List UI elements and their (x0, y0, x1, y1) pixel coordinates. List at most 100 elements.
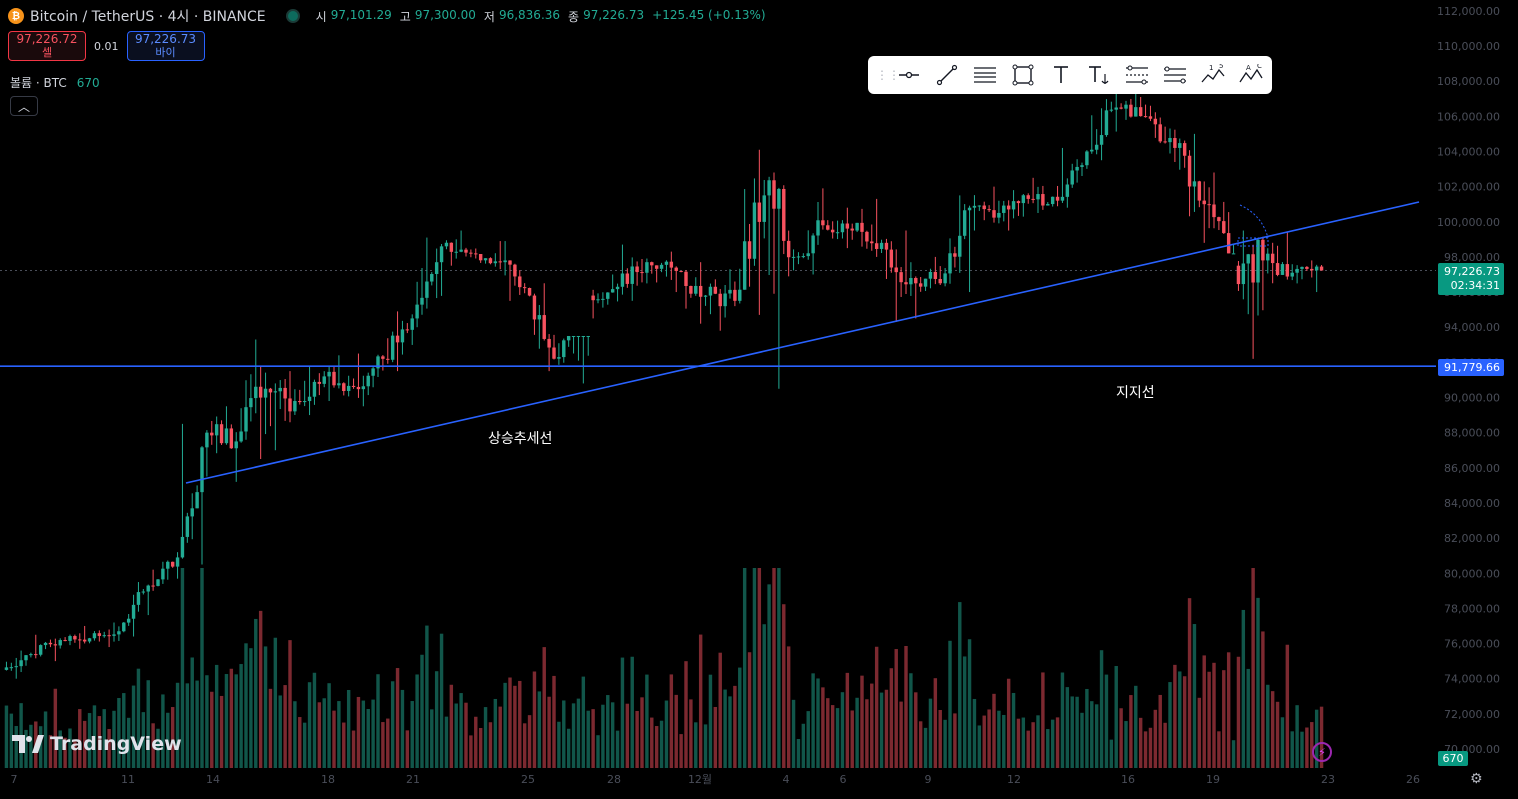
volume-bar (249, 648, 253, 768)
parallel-channel-tool-icon[interactable] (1160, 60, 1190, 90)
rectangle-tool-icon[interactable] (1008, 60, 1038, 90)
volume-bar (601, 704, 605, 768)
candle-body (1134, 107, 1138, 117)
volume-bar (552, 675, 556, 768)
fib-retracement-tool-icon[interactable] (970, 60, 1000, 90)
candle-body (728, 289, 732, 294)
candle-body (102, 635, 106, 637)
candle-body (630, 266, 634, 284)
volume-bar (87, 713, 92, 768)
collapse-legend-button[interactable]: ︿ (10, 96, 38, 116)
candle-body (254, 386, 258, 399)
volume-bar (410, 701, 414, 768)
price-range-tool-icon[interactable] (1122, 60, 1152, 90)
volume-bar (1285, 644, 1290, 768)
candle-body (151, 585, 155, 587)
volume-bar (953, 713, 957, 768)
candle-body (1187, 155, 1192, 187)
horizontal-ray-tool-icon[interactable] (894, 60, 924, 90)
volume-bar (904, 645, 908, 768)
candle-body (395, 335, 400, 343)
support-price-tag: 91,779.66 (1438, 359, 1504, 376)
candle-body (327, 371, 331, 377)
volume-bar (1134, 685, 1138, 768)
candle-body (943, 273, 947, 284)
candle-body (1270, 253, 1275, 264)
volume-bar (806, 711, 810, 768)
volume-legend[interactable]: 볼륨 · BTC 670 (10, 74, 100, 91)
volume-bar (650, 717, 654, 768)
candle-body (214, 424, 219, 436)
volume-bar (689, 699, 693, 768)
y-tick-label: 110,000.00 (1437, 40, 1500, 53)
candle-body (459, 249, 463, 252)
volume-bar (527, 715, 532, 768)
anchored-text-tool-icon[interactable] (1084, 60, 1114, 90)
symbol-title[interactable]: Bitcoin / TetherUS · 4시 · BINANCE (30, 9, 266, 25)
buy-button[interactable]: 97,226.73 바이 (126, 31, 205, 61)
open-label: 시 (315, 9, 327, 24)
candle-body (1207, 204, 1211, 206)
candle-body (268, 388, 273, 393)
candle-body (1060, 196, 1065, 201)
volume-bar (997, 710, 1001, 768)
volume-bar (464, 702, 468, 768)
volume-bar (782, 604, 786, 768)
candle-body (82, 639, 87, 642)
candle-body (449, 242, 454, 252)
lightning-icon[interactable]: ⚡ (1312, 742, 1332, 762)
volume-bar (884, 689, 889, 768)
candle-body (1070, 170, 1074, 185)
market-status-icon[interactable] (285, 9, 300, 23)
y-tick-label: 88,000.00 (1444, 427, 1500, 440)
y-tick-label: 112,000.00 (1437, 5, 1500, 18)
x-tick-label: 6 (840, 773, 847, 786)
trendline-tool-icon[interactable] (932, 60, 962, 90)
candle-body (635, 266, 639, 273)
volume-bar (850, 710, 854, 768)
candle-body (1119, 107, 1123, 109)
volume-bar (302, 722, 307, 768)
x-tick-label: 4 (783, 773, 790, 786)
candle-body (522, 287, 527, 289)
candle-body (1031, 198, 1035, 200)
range-marker (1237, 237, 1269, 247)
volume-bar (664, 700, 669, 768)
svg-text:C: C (1257, 64, 1262, 70)
candle-body (850, 228, 854, 231)
y-tick-label: 80,000.00 (1444, 567, 1500, 580)
volume-bar (654, 726, 659, 768)
candle-body (684, 271, 688, 286)
candle-body (977, 205, 982, 207)
volume-bar (1226, 652, 1231, 768)
trendline-label[interactable]: 상승추세선 (488, 431, 553, 447)
volume-bar (170, 707, 175, 768)
tradingview-logo[interactable]: TradingView (12, 733, 182, 755)
drag-handle-icon[interactable]: ⋮⋮ (876, 68, 900, 82)
trade-buttons: 97,226.72 셀 0.01 97,226.73 바이 (8, 31, 205, 61)
candle-body (987, 209, 991, 211)
volume-bar (278, 695, 282, 768)
candle-body (38, 645, 43, 655)
volume-bar (1173, 664, 1177, 768)
candle-body (786, 240, 791, 258)
ohlc-values: 시 97,101.29 고 97,300.00 저 96,836.36 종 97,226… (316, 8, 770, 25)
sell-button[interactable]: 97,226.72 셀 (8, 31, 86, 61)
y-tick-label: 100,000.00 (1437, 216, 1500, 229)
candle-body (131, 604, 136, 619)
candle-body (1124, 104, 1128, 109)
settings-gear-icon[interactable]: ⚙ (1470, 771, 1483, 787)
volume-bar (1222, 670, 1226, 768)
candle-body (821, 220, 825, 226)
volume-tag: 670 (1438, 751, 1468, 766)
support-label[interactable]: 지지선 (1116, 385, 1155, 401)
volume-bar (894, 649, 898, 768)
volume-bar (224, 674, 229, 768)
text-tool-icon[interactable] (1046, 60, 1076, 90)
volume-bar (562, 700, 566, 768)
candle-body (518, 276, 522, 288)
